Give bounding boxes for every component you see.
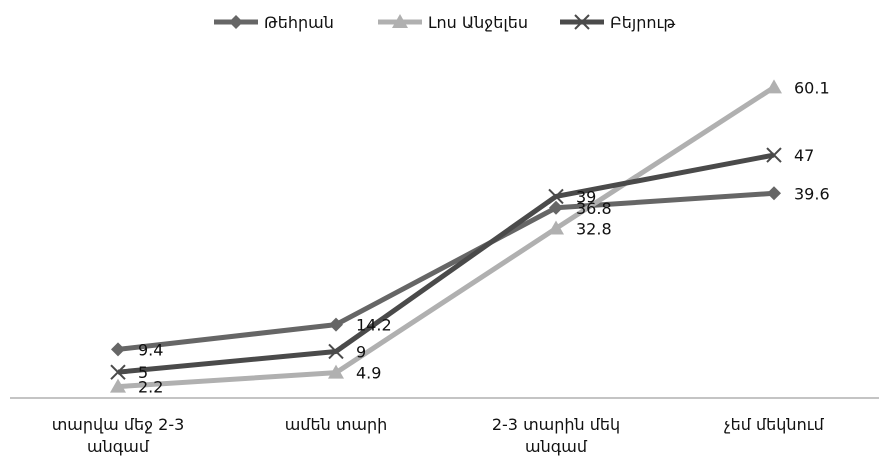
- legend-marker: [392, 14, 408, 28]
- data-label: 39.6: [794, 184, 830, 203]
- x-tick-label: ամեն տարի: [285, 415, 388, 434]
- legend-label: Թեհրան: [264, 13, 334, 32]
- x-tick-label: տարվա մեջ 2-3 անգամ: [52, 415, 185, 456]
- series-point: [110, 378, 126, 393]
- series-point: [110, 364, 126, 380]
- data-label: 4.9: [356, 364, 381, 383]
- series-point: [328, 343, 344, 360]
- series-point: [767, 186, 781, 201]
- series-point: [766, 79, 782, 94]
- data-label: 2.2: [138, 378, 163, 397]
- legend-marker: [574, 14, 590, 30]
- data-label: 14.2: [356, 316, 392, 335]
- series-point: [548, 220, 564, 235]
- x-tick-label: 2-3 տարին մեկ անգամ: [492, 415, 620, 456]
- series-line-3: [117, 152, 775, 375]
- data-label: 39: [576, 187, 596, 206]
- series-point: [329, 317, 343, 332]
- legend-marker: [229, 15, 243, 29]
- legend-label: Լոս Անջելես: [428, 13, 528, 32]
- data-label: 9.4: [138, 340, 163, 359]
- data-label: 9: [356, 342, 366, 361]
- series-point: [548, 188, 564, 205]
- legend-label: Բեյրութ: [610, 13, 675, 32]
- data-label: 47: [794, 146, 814, 165]
- series-point: [766, 147, 782, 163]
- x-tick-label: չեմ մեկնում: [724, 415, 824, 434]
- series-point: [549, 200, 563, 215]
- data-label: 32.8: [576, 219, 612, 238]
- series-point: [328, 364, 344, 379]
- series-point: [111, 342, 125, 357]
- data-label: 5: [138, 363, 148, 382]
- data-label: 60.1: [794, 78, 830, 97]
- series-line-2: [117, 85, 776, 390]
- series-line-1: [117, 190, 775, 352]
- data-label: 36.8: [576, 199, 612, 218]
